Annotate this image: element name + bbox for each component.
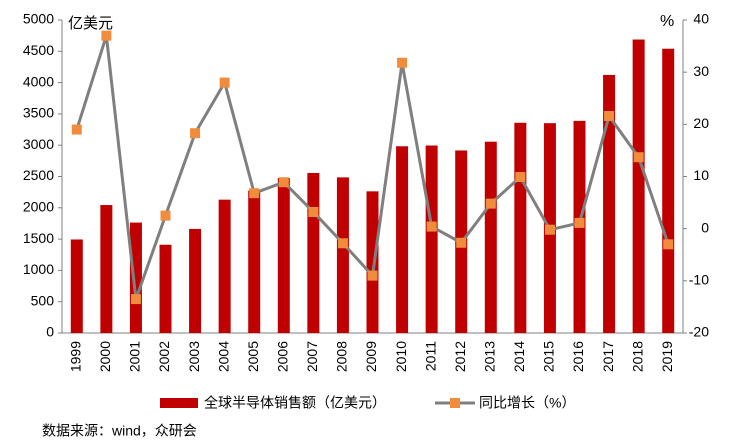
y-tick-label: 2000 [23, 199, 54, 215]
x-tick-label: 2011 [422, 341, 438, 371]
marker [130, 294, 141, 305]
x-tick-label: 2015 [541, 341, 557, 372]
x-tick-label: 2016 [570, 341, 586, 372]
bar [129, 222, 142, 333]
bar [603, 74, 616, 333]
bar [100, 205, 113, 333]
y-tick-label: 4500 [23, 42, 54, 58]
marker [633, 152, 644, 163]
y2-tick-label: 20 [693, 115, 709, 131]
x-tick-label: 2001 [127, 341, 143, 372]
x-tick-label: 2019 [659, 341, 675, 372]
y-tick-label: 1500 [23, 230, 54, 246]
marker [485, 198, 496, 209]
marker [219, 77, 230, 88]
marker [278, 177, 289, 188]
x-tick-label: 2002 [156, 341, 172, 372]
y-tick-label: 5000 [23, 11, 54, 27]
x-tick-label: 2013 [481, 341, 497, 372]
x-tick-label: 2004 [215, 341, 231, 372]
x-tick-label: 2005 [245, 341, 261, 372]
y-tick-label: 2500 [23, 167, 54, 183]
x-tick-label: 1999 [67, 341, 83, 372]
y2-tick-label: -10 [689, 272, 709, 288]
bar [159, 244, 172, 333]
x-tick-label: 2010 [393, 341, 409, 372]
bar [248, 190, 261, 333]
x-tick-label: 2014 [511, 341, 527, 372]
y2-unit: % [660, 13, 674, 30]
bar [307, 172, 320, 333]
bar [189, 228, 202, 333]
marker [397, 57, 408, 68]
marker [101, 30, 112, 41]
y2-tick-label: 0 [701, 219, 709, 235]
marker [71, 124, 82, 135]
source: 数据来源：wind，众研会 [42, 423, 197, 439]
bar [484, 141, 497, 333]
y-tick-label: 500 [31, 292, 55, 308]
legend-label: 全球半导体销售额（亿美元） [204, 395, 386, 411]
x-tick-label: 2007 [304, 341, 320, 372]
y2-tick-label: 10 [693, 167, 709, 183]
marker [249, 188, 260, 199]
x-tick-label: 2012 [452, 341, 468, 372]
y-tick-label: 1000 [23, 261, 54, 277]
y-unit: 亿美元 [68, 15, 113, 32]
bar [218, 199, 231, 333]
y-tick-label: 3500 [23, 105, 54, 121]
x-tick-label: 2006 [274, 341, 290, 372]
x-tick-label: 2018 [629, 341, 645, 372]
bar [70, 239, 83, 333]
y-tick-label: 4000 [23, 73, 54, 89]
x-tick-label: 2017 [600, 341, 616, 372]
legend-marker [450, 398, 460, 408]
bar [632, 39, 645, 334]
bar [366, 191, 379, 333]
bar [277, 177, 290, 333]
bar [514, 122, 527, 333]
legend-swatch [160, 398, 198, 408]
bar [336, 177, 349, 333]
x-tick-label: 2009 [363, 341, 379, 372]
bar [396, 146, 409, 333]
marker [190, 128, 201, 139]
x-tick-label: 2008 [334, 341, 350, 372]
marker [308, 206, 319, 217]
x-tick-label: 2003 [186, 341, 202, 372]
bar [425, 145, 438, 333]
marker [604, 110, 615, 121]
marker [574, 217, 585, 228]
marker [515, 172, 526, 183]
marker [663, 239, 674, 250]
y2-tick-label: 30 [693, 63, 709, 79]
y-tick-label: 0 [46, 324, 54, 340]
marker [160, 210, 171, 221]
marker [367, 270, 378, 281]
marker [544, 224, 555, 235]
marker [426, 221, 437, 232]
x-tick-label: 2000 [97, 341, 113, 372]
legend-label: 同比增长（%） [479, 395, 575, 411]
y2-tick-label: 40 [693, 11, 709, 27]
marker [337, 238, 348, 249]
marker [456, 237, 467, 248]
y2-tick-label: -20 [689, 324, 709, 340]
bar [662, 48, 675, 333]
y-tick-label: 3000 [23, 136, 54, 152]
